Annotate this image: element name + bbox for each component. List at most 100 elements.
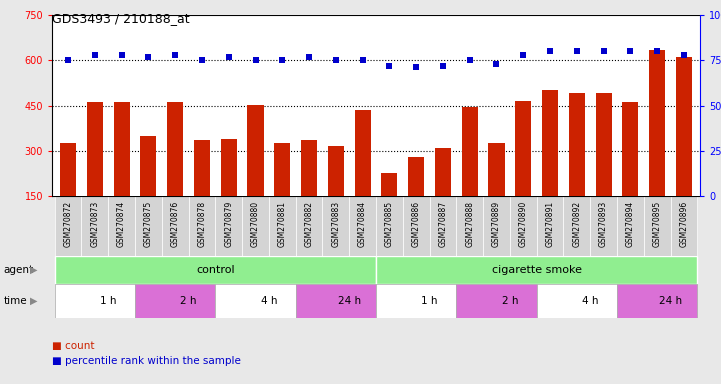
Bar bbox=[349, 196, 376, 256]
Text: ▶: ▶ bbox=[30, 265, 37, 275]
Text: GSM270876: GSM270876 bbox=[171, 201, 180, 247]
Point bbox=[437, 63, 448, 69]
Text: ■ count: ■ count bbox=[52, 341, 94, 351]
Bar bbox=[274, 143, 291, 196]
Bar bbox=[381, 173, 397, 196]
Bar bbox=[108, 196, 135, 256]
Bar bbox=[269, 196, 296, 256]
Bar bbox=[216, 284, 296, 318]
Bar bbox=[671, 196, 697, 256]
Point bbox=[678, 52, 690, 58]
Bar bbox=[430, 196, 456, 256]
Text: GSM270874: GSM270874 bbox=[117, 201, 126, 247]
Text: GSM270888: GSM270888 bbox=[465, 201, 474, 247]
Text: 4 h: 4 h bbox=[261, 296, 277, 306]
Bar bbox=[87, 103, 103, 196]
Bar bbox=[403, 196, 430, 256]
Text: GSM270885: GSM270885 bbox=[385, 201, 394, 247]
Point bbox=[143, 53, 154, 60]
Bar bbox=[141, 136, 156, 196]
Bar bbox=[301, 140, 317, 196]
Text: ■ percentile rank within the sample: ■ percentile rank within the sample bbox=[52, 356, 241, 366]
Point bbox=[571, 48, 583, 54]
Point bbox=[598, 48, 609, 54]
Bar bbox=[194, 140, 210, 196]
Bar bbox=[376, 196, 403, 256]
Point bbox=[89, 52, 101, 58]
Text: cigarette smoke: cigarette smoke bbox=[492, 265, 582, 275]
Point bbox=[357, 57, 368, 63]
Bar bbox=[296, 196, 322, 256]
Text: 2 h: 2 h bbox=[180, 296, 197, 306]
Text: 4 h: 4 h bbox=[582, 296, 598, 306]
Text: GSM270873: GSM270873 bbox=[90, 201, 99, 247]
Bar bbox=[516, 101, 531, 196]
Point bbox=[196, 57, 208, 63]
Text: GSM270878: GSM270878 bbox=[198, 201, 206, 247]
Bar bbox=[328, 146, 344, 196]
Text: GSM270882: GSM270882 bbox=[304, 201, 314, 247]
Text: GSM270884: GSM270884 bbox=[358, 201, 367, 247]
Bar bbox=[55, 256, 376, 284]
Bar bbox=[55, 284, 135, 318]
Text: GSM270896: GSM270896 bbox=[679, 201, 689, 247]
Bar bbox=[622, 103, 638, 196]
Bar bbox=[676, 57, 692, 196]
Text: GSM270891: GSM270891 bbox=[546, 201, 554, 247]
Bar bbox=[114, 103, 130, 196]
Text: 24 h: 24 h bbox=[337, 296, 360, 306]
Point bbox=[410, 65, 422, 71]
Bar bbox=[617, 196, 644, 256]
Bar bbox=[510, 196, 536, 256]
Point bbox=[624, 48, 636, 54]
Point bbox=[651, 48, 663, 54]
Bar bbox=[488, 143, 505, 196]
Text: GSM270886: GSM270886 bbox=[412, 201, 420, 247]
Bar bbox=[542, 90, 558, 196]
Bar bbox=[322, 196, 349, 256]
Bar bbox=[162, 196, 189, 256]
Point bbox=[304, 53, 315, 60]
Bar bbox=[435, 148, 451, 196]
Bar bbox=[135, 196, 162, 256]
Text: ▶: ▶ bbox=[30, 296, 37, 306]
Bar bbox=[569, 93, 585, 196]
Bar bbox=[60, 143, 76, 196]
Bar bbox=[536, 284, 617, 318]
Bar bbox=[81, 196, 108, 256]
Bar bbox=[135, 284, 216, 318]
Text: control: control bbox=[196, 265, 234, 275]
Text: GSM270893: GSM270893 bbox=[599, 201, 608, 247]
Bar bbox=[242, 196, 269, 256]
Bar bbox=[536, 196, 563, 256]
Point bbox=[491, 61, 503, 67]
Point bbox=[277, 57, 288, 63]
Text: 1 h: 1 h bbox=[100, 296, 117, 306]
Text: GSM270889: GSM270889 bbox=[492, 201, 501, 247]
Text: 24 h: 24 h bbox=[659, 296, 682, 306]
Bar bbox=[216, 196, 242, 256]
Point bbox=[518, 52, 529, 58]
Bar bbox=[456, 284, 536, 318]
Text: GSM270879: GSM270879 bbox=[224, 201, 233, 247]
Text: 1 h: 1 h bbox=[421, 296, 438, 306]
Text: GSM270875: GSM270875 bbox=[144, 201, 153, 247]
Point bbox=[116, 52, 128, 58]
Text: GSM270892: GSM270892 bbox=[572, 201, 581, 247]
Bar bbox=[461, 107, 478, 196]
Text: GSM270872: GSM270872 bbox=[63, 201, 73, 247]
Bar bbox=[408, 157, 424, 196]
Text: GSM270881: GSM270881 bbox=[278, 201, 287, 247]
Bar bbox=[617, 284, 697, 318]
Bar bbox=[590, 196, 617, 256]
Point bbox=[464, 57, 475, 63]
Bar bbox=[55, 196, 81, 256]
Bar bbox=[355, 110, 371, 196]
Text: GSM270890: GSM270890 bbox=[519, 201, 528, 247]
Bar bbox=[649, 50, 665, 196]
Point bbox=[249, 57, 261, 63]
Text: GSM270880: GSM270880 bbox=[251, 201, 260, 247]
Bar bbox=[376, 256, 697, 284]
Point bbox=[62, 57, 74, 63]
Point bbox=[223, 53, 234, 60]
